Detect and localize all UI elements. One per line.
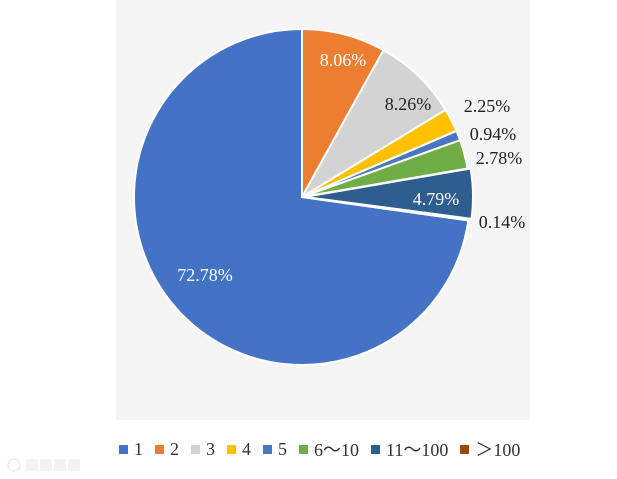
watermark-glyph [40,459,52,471]
legend-label: 4 [242,438,251,459]
legend-item: 11～100 [371,436,448,462]
watermark [7,458,80,472]
legend-swatch [299,444,308,454]
legend-item: 2 [155,439,179,460]
legend-label: ＞100 [475,440,521,460]
legend-label: 2 [170,438,179,459]
legend-label: 3 [206,438,215,459]
legend-swatch [155,444,164,454]
watermark-glyph [54,459,66,471]
legend-swatch [227,444,236,454]
legend-swatch [191,444,200,454]
data-label: 4.79% [413,189,460,209]
watermark-logo-icon [7,458,21,472]
data-label: 72.78% [177,265,233,285]
legend-swatch [460,444,470,454]
data-label: 0.14% [479,212,526,232]
data-labels: 72.78% 8.06% 8.26% 2.25% 0.94% 2.78% 4.7… [177,50,525,285]
watermark-glyph [26,459,38,471]
legend-swatch [263,444,272,454]
pie-slices [133,28,474,366]
legend-swatch [119,444,128,454]
legend-label: 11～100 [386,440,449,460]
data-label: 2.78% [476,148,523,168]
data-label: 8.06% [320,50,367,70]
legend-item: 1 [119,439,143,460]
watermark-glyph [68,459,80,471]
legend-label: 1 [134,438,143,459]
data-label: 8.26% [385,94,432,114]
legend-item: 3 [191,439,215,460]
data-label: 0.94% [470,124,517,144]
pie-slice [303,167,474,220]
legend-item: 4 [227,439,251,460]
legend-swatch [371,444,380,454]
legend-label: 5 [278,438,287,459]
pie-slice [301,49,447,198]
legend-label: 6～10 [314,440,359,460]
legend-item: ＞100 [460,436,520,462]
legend-item: 5 [263,439,287,460]
data-label: 2.25% [464,96,511,116]
pie-slice [301,196,470,222]
legend-item: 6～10 [299,436,359,462]
legend: 1 2 3 4 5 6～10 11～100 ＞100 [119,437,520,461]
